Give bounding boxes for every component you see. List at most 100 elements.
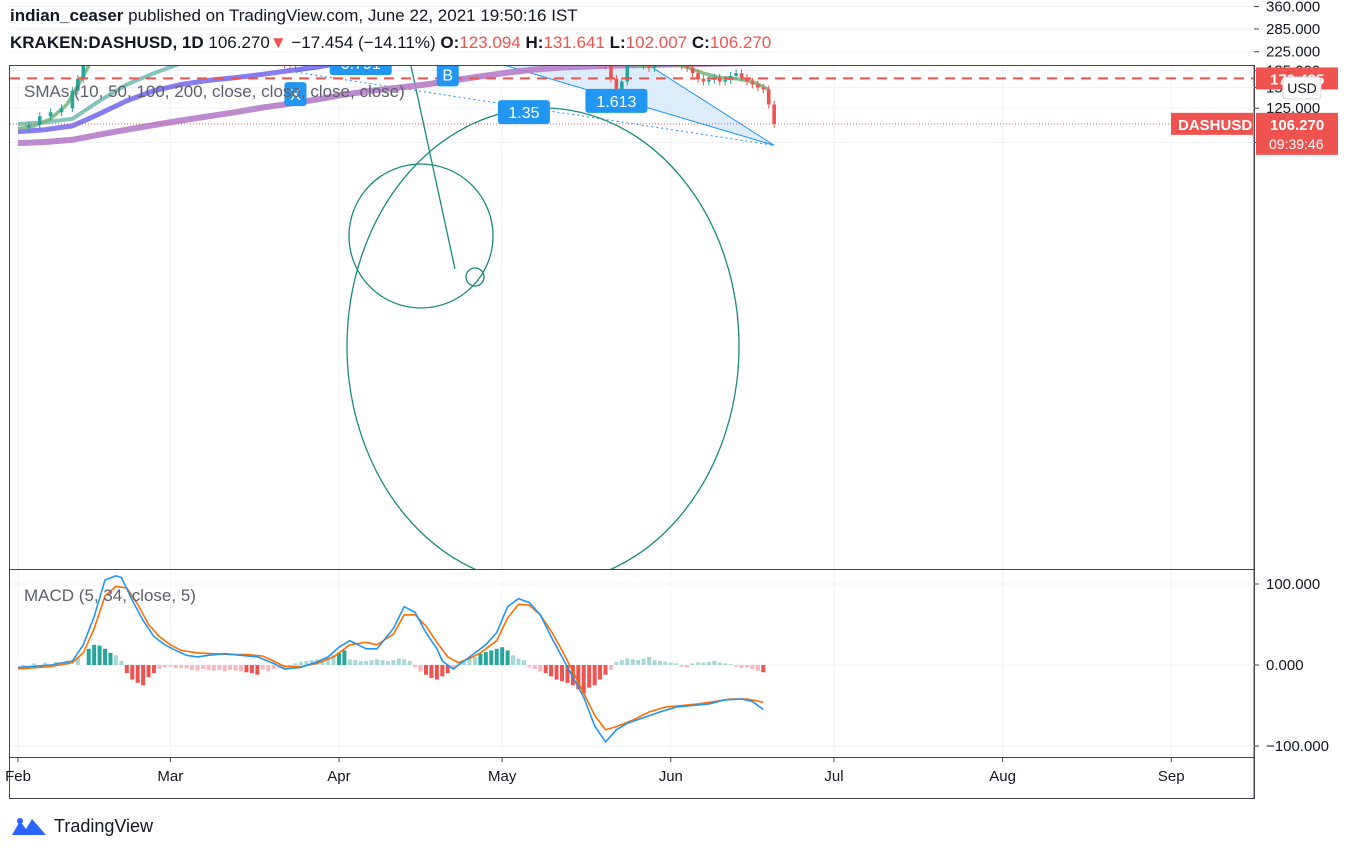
candle-body xyxy=(669,61,673,63)
currency-badge[interactable] xyxy=(1282,76,1322,100)
candle-body xyxy=(701,78,706,82)
time-tick-label: Sep xyxy=(1158,768,1185,785)
macd-histogram-bar xyxy=(434,665,439,680)
macd-histogram-bar xyxy=(467,659,472,665)
macd-histogram-bar xyxy=(108,652,113,665)
candle-body xyxy=(283,61,287,64)
macd-histogram-bar xyxy=(739,665,744,669)
candle-body xyxy=(647,66,651,68)
macd-histogram-bar xyxy=(396,658,401,665)
price-tick-label: 225.000 xyxy=(1266,44,1320,61)
macd-histogram-bar xyxy=(103,648,108,665)
candle-body xyxy=(59,108,64,113)
macd-histogram-bar xyxy=(222,665,227,672)
sma-legend[interactable]: SMAs (10, 50, 100, 200, close, close, cl… xyxy=(24,82,405,101)
macd-legend[interactable]: MACD (5, 34, close, 5) xyxy=(24,586,196,605)
macd-histogram-bar xyxy=(146,665,151,678)
candle-body xyxy=(179,52,183,59)
macd-histogram-bar xyxy=(723,663,728,665)
time-tick-label: Jun xyxy=(659,768,683,785)
candle-body xyxy=(571,8,575,9)
macd-histogram-bar xyxy=(358,660,363,665)
candle-body xyxy=(277,56,281,61)
symbol-badge xyxy=(1171,112,1253,135)
candle-body xyxy=(658,61,662,63)
macd-histogram-bar xyxy=(532,665,537,670)
candle-body xyxy=(696,73,700,79)
candle-body xyxy=(147,42,151,52)
pattern-point-b: B xyxy=(442,67,453,84)
macd-histogram-bar xyxy=(309,660,314,665)
candle-body xyxy=(489,18,493,21)
candle-body xyxy=(734,73,738,76)
candle-body xyxy=(294,61,298,66)
macd-histogram-bar xyxy=(97,645,102,665)
high-value: 131.641 xyxy=(543,33,605,52)
pattern-ratio: 1.28 xyxy=(443,0,474,2)
macd-histogram-bar xyxy=(750,665,755,670)
macd-histogram-bar xyxy=(717,662,722,665)
macd-histogram-bar xyxy=(440,665,445,677)
macd-histogram-bar xyxy=(647,656,652,665)
candle-body xyxy=(169,55,173,56)
candle-body xyxy=(299,58,303,60)
candle-body xyxy=(70,90,75,109)
macd-histogram-bar xyxy=(608,665,613,670)
candle-body xyxy=(446,40,450,44)
tradingview-logo[interactable]: TradingView xyxy=(10,815,153,837)
high-label: H: xyxy=(525,33,544,52)
macd-histogram-bar xyxy=(494,648,499,665)
candle-body xyxy=(196,55,200,56)
macd-histogram-bar xyxy=(75,656,80,665)
symbol-tag: DASHUSD xyxy=(1178,117,1252,134)
candle-body xyxy=(723,79,727,82)
macd-histogram-bar xyxy=(293,663,298,665)
price-tick-label: 360.000 xyxy=(1266,0,1320,16)
macd-histogram-bar xyxy=(663,661,668,665)
sma100-line xyxy=(17,66,337,135)
candle-body xyxy=(674,61,678,63)
candle-body xyxy=(636,58,640,60)
macd-histogram-bar xyxy=(190,665,195,670)
macd-histogram-bar xyxy=(598,665,603,680)
macd-histogram-bar xyxy=(255,665,260,675)
macd-histogram-bar xyxy=(211,665,216,671)
macd-histogram-bar xyxy=(228,665,233,670)
candle-body xyxy=(500,8,504,14)
macd-histogram-bar xyxy=(527,665,532,668)
low-value: 102.007 xyxy=(625,33,688,52)
macd-histogram-bar xyxy=(21,665,26,667)
candle-body xyxy=(587,18,591,27)
pattern-ratio: 1.613 xyxy=(596,94,636,111)
candle-body xyxy=(130,24,134,27)
macd-tick-label: −100.000 xyxy=(1266,738,1329,755)
macd-histogram-bar xyxy=(353,660,358,665)
candle-body xyxy=(609,66,613,79)
macd-histogram-bar xyxy=(402,659,407,665)
currency-label: USD xyxy=(1287,80,1317,96)
macd-histogram-bar xyxy=(630,659,635,665)
time-tick-label: Aug xyxy=(989,768,1016,785)
candle-body xyxy=(348,35,352,38)
candle-body xyxy=(37,116,42,126)
candle-body xyxy=(717,77,722,82)
candle-body xyxy=(217,46,221,50)
candle-body xyxy=(511,0,515,4)
candle-body xyxy=(337,42,341,44)
macd-histogram-bar xyxy=(173,665,178,669)
macd-pane xyxy=(17,575,766,744)
pattern-xd xyxy=(295,71,775,146)
candle-body xyxy=(207,48,211,52)
candle-body xyxy=(430,24,434,27)
macd-histogram-bar xyxy=(342,650,347,665)
macd-histogram-bar xyxy=(505,650,510,665)
candle-body xyxy=(48,112,53,117)
price-tick-label: 285.000 xyxy=(1266,21,1320,38)
pattern-ratio-box xyxy=(433,0,485,4)
candle-body xyxy=(125,18,129,24)
candle-body xyxy=(76,78,80,91)
candle-body xyxy=(582,12,586,18)
macd-histogram-bar xyxy=(244,665,249,673)
